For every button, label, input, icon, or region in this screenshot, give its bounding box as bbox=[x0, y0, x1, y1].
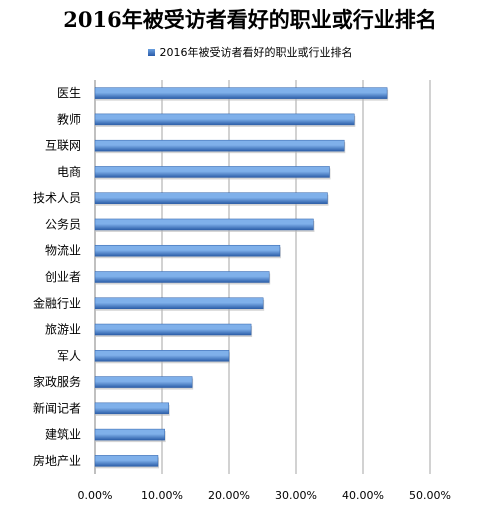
bars bbox=[94, 87, 389, 469]
category-label: 技术人员 bbox=[33, 191, 81, 205]
chart-legend: 2016年被受访者看好的职业或行业排名 bbox=[0, 44, 500, 60]
category-label: 医生 bbox=[57, 86, 81, 100]
bar bbox=[94, 376, 193, 388]
category-label: 创业者 bbox=[45, 270, 81, 284]
bar bbox=[94, 244, 281, 257]
bar bbox=[94, 139, 345, 152]
bar bbox=[94, 323, 252, 336]
category-label: 军人 bbox=[57, 349, 81, 363]
category-labels: 医生教师互联网电商技术人员公务员物流业创业者金融行业旅游业军人家政服务新闻记者建… bbox=[33, 86, 81, 468]
x-tick-labels: 0.00% 10.00% 20.00% 30.00% 40.00% 50.00% bbox=[78, 489, 451, 502]
x-tick-label: 0.00% bbox=[78, 489, 113, 502]
bar bbox=[94, 297, 264, 310]
bar bbox=[94, 166, 330, 178]
x-tick-label: 30.00% bbox=[275, 489, 317, 502]
category-label: 物流业 bbox=[45, 244, 81, 258]
bar bbox=[94, 218, 314, 231]
category-label: 互联网 bbox=[45, 139, 81, 153]
legend-swatch bbox=[147, 48, 155, 56]
bar bbox=[94, 428, 165, 441]
chart-title: 2016年被受访者看好的职业或行业排名 bbox=[63, 7, 437, 32]
category-label: 家政服务 bbox=[33, 374, 81, 389]
category-label: 旅游业 bbox=[45, 323, 81, 337]
x-tick-label: 40.00% bbox=[342, 489, 384, 502]
legend-label: 2016年被受访者看好的职业或行业排名 bbox=[159, 46, 353, 59]
x-tick-label: 20.00% bbox=[208, 489, 250, 502]
x-tick-label: 50.00% bbox=[409, 489, 451, 502]
bar bbox=[94, 113, 355, 126]
category-label: 教师 bbox=[57, 111, 81, 126]
bar bbox=[94, 271, 270, 283]
bar bbox=[94, 192, 328, 204]
bar bbox=[94, 455, 159, 467]
category-label: 新闻记者 bbox=[33, 400, 81, 415]
bar bbox=[94, 350, 230, 362]
bar bbox=[94, 87, 388, 99]
bar bbox=[94, 402, 169, 415]
category-label: 公务员 bbox=[45, 216, 81, 231]
x-tick-label: 10.00% bbox=[141, 489, 183, 502]
category-label: 建筑业 bbox=[45, 427, 81, 442]
category-label: 金融行业 bbox=[33, 295, 81, 310]
category-label: 电商 bbox=[57, 164, 81, 179]
category-label: 房地产业 bbox=[33, 453, 81, 468]
